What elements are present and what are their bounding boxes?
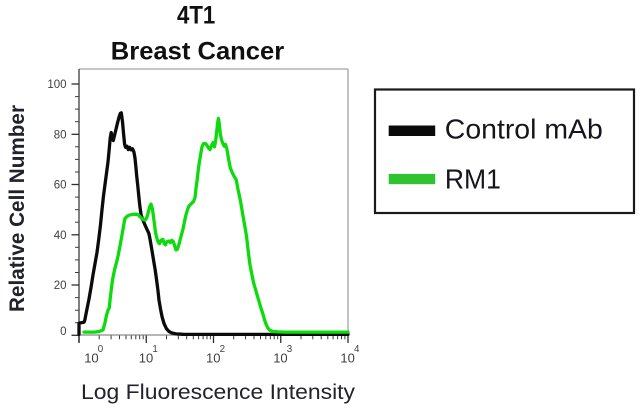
svg-text:10: 10: [340, 351, 354, 366]
svg-text:2: 2: [220, 344, 225, 355]
svg-text:40: 40: [54, 230, 67, 242]
svg-text:4T1: 4T1: [177, 2, 215, 30]
svg-text:100: 100: [47, 79, 66, 91]
svg-text:10: 10: [206, 351, 220, 366]
svg-text:60: 60: [54, 180, 67, 192]
svg-text:Relative Cell Number: Relative Cell Number: [6, 105, 29, 312]
svg-text:0: 0: [60, 326, 66, 338]
svg-text:Control mAb: Control mAb: [445, 114, 603, 145]
svg-text:80: 80: [54, 130, 67, 142]
svg-text:0: 0: [98, 344, 104, 355]
svg-text:20: 20: [54, 280, 67, 292]
svg-text:10: 10: [84, 351, 98, 366]
svg-text:Log Fluorescence Intensity: Log Fluorescence Intensity: [81, 380, 355, 404]
svg-text:10: 10: [273, 351, 287, 366]
svg-text:10: 10: [139, 351, 153, 366]
svg-text:3: 3: [287, 344, 293, 355]
svg-text:Breast Cancer: Breast Cancer: [111, 38, 285, 66]
svg-text:1: 1: [152, 344, 157, 355]
svg-text:RM1: RM1: [445, 164, 501, 195]
svg-text:4: 4: [354, 344, 360, 355]
